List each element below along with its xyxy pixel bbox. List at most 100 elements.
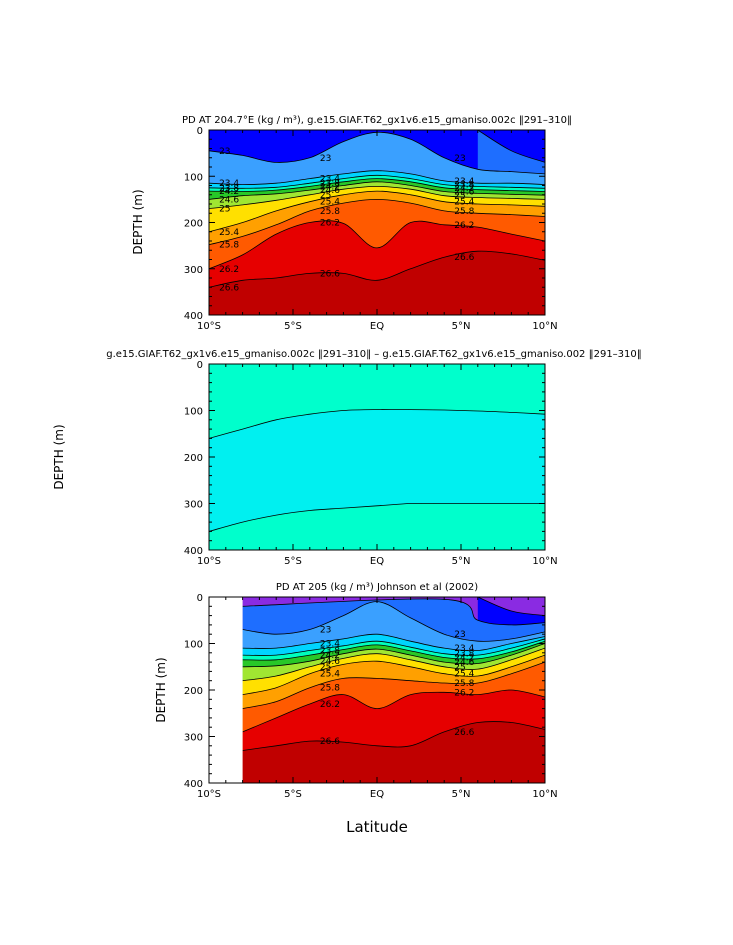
contour-label: 24.2 bbox=[454, 184, 474, 194]
panel-2-ylabel: DEPTH (m) bbox=[52, 424, 66, 489]
contour-label: 26.6 bbox=[219, 283, 239, 293]
contour-line bbox=[242, 647, 545, 682]
y-tick-label: 400 bbox=[184, 311, 203, 322]
contour-label: 26.2 bbox=[219, 265, 239, 275]
y-tick-label: 200 bbox=[184, 686, 203, 697]
contour-line bbox=[242, 598, 545, 626]
contour-label: 23 bbox=[320, 626, 331, 636]
panel-1: PD AT 204.7°E (kg / m³), g.e15.GIAF.T62_… bbox=[131, 115, 572, 332]
contour-label: 24.6 bbox=[320, 657, 340, 667]
x-axis-label: Latitude bbox=[346, 818, 408, 836]
panel-2: g.e15.GIAF.T62_gx1v6.e15_gmaniso.002c ‖2… bbox=[52, 349, 642, 567]
contour-label: 24.6 bbox=[219, 195, 239, 205]
contour-label: 25 bbox=[219, 205, 230, 215]
x-tick-label: 5°N bbox=[452, 321, 471, 332]
contour-label: 23.4 bbox=[454, 177, 474, 187]
contour-line bbox=[209, 185, 545, 209]
contour-line bbox=[209, 170, 545, 186]
contour-label: 24.2 bbox=[219, 187, 239, 197]
contour-label: 26.2 bbox=[454, 221, 474, 231]
x-tick-label: 5°S bbox=[284, 789, 302, 800]
panel-2-plot-area bbox=[209, 364, 545, 550]
contour-line bbox=[209, 181, 545, 200]
y-tick-label: 0 bbox=[197, 360, 203, 371]
contour-label: 25.4 bbox=[454, 670, 474, 680]
contour-label: 23.8 bbox=[219, 184, 239, 194]
y-tick-label: 300 bbox=[184, 500, 203, 511]
x-tick-label: 10°S bbox=[197, 789, 221, 800]
x-tick-label: 10°N bbox=[532, 556, 557, 567]
x-tick-label: 5°S bbox=[284, 321, 302, 332]
contour-line bbox=[209, 250, 545, 288]
y-tick-label: 0 bbox=[197, 593, 203, 604]
contour-label: 26.6 bbox=[454, 253, 474, 263]
contour-label: 25.8 bbox=[454, 679, 474, 689]
contour-line bbox=[209, 174, 545, 189]
contour-label: 23 bbox=[320, 154, 331, 164]
x-tick-label: 10°N bbox=[532, 789, 557, 800]
y-tick-label: 400 bbox=[184, 779, 203, 790]
contour-label: 25 bbox=[454, 192, 465, 202]
contour-label: 26.6 bbox=[320, 269, 340, 279]
y-tick-label: 100 bbox=[184, 172, 203, 183]
contour-label: 25 bbox=[454, 663, 465, 673]
panel-1-axes: 10°S 5°S EQ 5°N 10°N 0 100 200 300 400 bbox=[184, 126, 558, 332]
contour-line bbox=[209, 220, 545, 270]
panel-2-title: g.e15.GIAF.T62_gx1v6.e15_gmaniso.002c ‖2… bbox=[106, 349, 642, 360]
contour-line bbox=[242, 721, 545, 751]
contour-label: 25.8 bbox=[219, 241, 239, 251]
contour-fill-band bbox=[242, 721, 545, 783]
contour-label: 26.2 bbox=[320, 700, 340, 710]
contour-label: 26.6 bbox=[454, 728, 474, 738]
contour-label: 25.4 bbox=[219, 228, 239, 238]
contour-line bbox=[209, 178, 545, 192]
contour-label: 25.8 bbox=[320, 207, 340, 217]
y-tick-label: 0 bbox=[197, 126, 203, 137]
contour-line bbox=[209, 409, 545, 439]
y-tick-label: 400 bbox=[184, 546, 203, 557]
contour-label: 25.4 bbox=[454, 198, 474, 208]
contour-label: 25.8 bbox=[320, 684, 340, 694]
panel-3-title: PD AT 205 (kg / m³) Johnson et al (2002) bbox=[276, 582, 478, 593]
x-tick-label: EQ bbox=[370, 789, 384, 800]
contour-label: 26.2 bbox=[320, 219, 340, 229]
y-tick-label: 100 bbox=[184, 640, 203, 651]
contour-line bbox=[242, 689, 545, 733]
contour-fill-band bbox=[209, 251, 545, 315]
contour-line bbox=[242, 661, 545, 709]
contour-label: 23.4 bbox=[320, 175, 340, 185]
contour-label: 24.6 bbox=[454, 658, 474, 668]
contour-line bbox=[209, 198, 545, 246]
contour-line bbox=[209, 190, 545, 233]
y-tick-label: 200 bbox=[184, 453, 203, 464]
panel-1-ylabel: DEPTH (m) bbox=[131, 189, 145, 254]
panel-3: PD AT 205 (kg / m³) Johnson et al (2002)… bbox=[154, 582, 558, 836]
contour-label: 25 bbox=[320, 663, 331, 673]
y-tick-label: 100 bbox=[184, 407, 203, 418]
y-tick-label: 300 bbox=[184, 265, 203, 276]
panel-3-ylabel: DEPTH (m) bbox=[154, 657, 168, 722]
panel-2-axes: 10°S 5°S EQ 5°N 10°N 0 100 200 300 400 bbox=[184, 360, 558, 567]
contour-label: 24.2 bbox=[320, 651, 340, 661]
contour-line bbox=[242, 654, 545, 695]
panel-3-axes: 10°S 5°S EQ 5°N 10°N 0 100 200 300 400 bbox=[184, 593, 558, 800]
contour-line bbox=[477, 130, 545, 163]
x-tick-label: 5°N bbox=[452, 556, 471, 567]
x-tick-label: 5°N bbox=[452, 789, 471, 800]
contour-line bbox=[242, 643, 545, 668]
contour-label: 25.4 bbox=[320, 198, 340, 208]
contour-label: 25.8 bbox=[454, 207, 474, 217]
contour-line bbox=[209, 502, 545, 532]
contour-label: 23.4 bbox=[454, 644, 474, 654]
contour-label: 24.2 bbox=[454, 653, 474, 663]
y-tick-label: 300 bbox=[184, 733, 203, 744]
x-tick-label: 10°S bbox=[197, 556, 221, 567]
x-tick-label: EQ bbox=[370, 321, 384, 332]
contour-label: 23.8 bbox=[454, 181, 474, 191]
contour-line bbox=[242, 640, 545, 661]
contour-label: 23 bbox=[219, 147, 230, 157]
contour-label: 23 bbox=[454, 630, 465, 640]
